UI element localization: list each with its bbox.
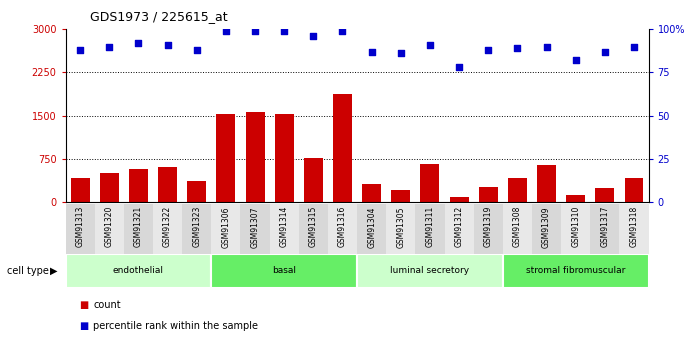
Point	[366, 49, 377, 55]
Text: GSM91318: GSM91318	[629, 206, 638, 247]
Bar	[299, 204, 328, 254]
Text: GSM91312: GSM91312	[455, 206, 464, 247]
Bar	[473, 204, 503, 254]
Bar	[333, 94, 352, 202]
Text: GSM91321: GSM91321	[134, 206, 143, 247]
Text: GSM91306: GSM91306	[221, 206, 230, 248]
Text: GSM91304: GSM91304	[367, 206, 376, 248]
Bar	[158, 167, 177, 202]
Bar	[217, 114, 235, 202]
Bar	[620, 204, 649, 254]
Point	[250, 28, 261, 34]
Bar	[386, 204, 415, 254]
Bar	[450, 197, 469, 202]
Point	[308, 33, 319, 39]
Bar	[246, 111, 264, 202]
Point	[75, 47, 86, 53]
Bar	[566, 195, 585, 202]
Bar	[391, 190, 411, 202]
Text: GSM91313: GSM91313	[76, 206, 85, 247]
Bar	[241, 204, 270, 254]
Bar	[129, 169, 148, 202]
Text: GSM91314: GSM91314	[279, 206, 288, 247]
Bar	[503, 254, 649, 288]
Text: GSM91315: GSM91315	[309, 206, 318, 247]
Bar	[624, 178, 644, 202]
Bar	[95, 204, 124, 254]
Point	[570, 58, 581, 63]
Point	[337, 28, 348, 34]
Point	[220, 28, 231, 34]
Text: luminal secretory: luminal secretory	[391, 266, 469, 275]
Bar	[537, 165, 556, 202]
Point	[279, 28, 290, 34]
Point	[104, 44, 115, 49]
Text: GSM91317: GSM91317	[600, 206, 609, 247]
Bar	[595, 188, 614, 202]
Bar	[124, 204, 153, 254]
Bar	[187, 180, 206, 202]
Point	[512, 46, 523, 51]
Text: GSM91308: GSM91308	[513, 206, 522, 247]
Bar	[357, 204, 386, 254]
Bar	[532, 204, 561, 254]
Text: GSM91305: GSM91305	[396, 206, 405, 248]
Point	[162, 42, 173, 48]
Bar	[66, 254, 211, 288]
Text: GSM91316: GSM91316	[338, 206, 347, 247]
Bar	[362, 184, 381, 202]
Bar	[100, 172, 119, 202]
Bar	[304, 158, 323, 202]
Bar	[420, 164, 440, 202]
Point	[453, 65, 464, 70]
Text: endothelial: endothelial	[113, 266, 164, 275]
Point	[133, 40, 144, 46]
Text: ■: ■	[79, 300, 88, 310]
Bar	[415, 204, 444, 254]
Bar	[275, 114, 294, 202]
Text: cell type: cell type	[7, 266, 49, 276]
Bar	[479, 187, 497, 202]
Point	[483, 47, 494, 53]
Text: ■: ■	[79, 321, 88, 331]
Point	[541, 44, 552, 49]
Bar	[328, 204, 357, 254]
Point	[191, 47, 202, 53]
Text: stromal fibromuscular: stromal fibromuscular	[526, 266, 625, 275]
Text: GSM91319: GSM91319	[484, 206, 493, 247]
Text: ▶: ▶	[50, 266, 57, 276]
Bar	[357, 254, 503, 288]
Bar	[270, 204, 299, 254]
Text: count: count	[93, 300, 121, 310]
Text: GSM91310: GSM91310	[571, 206, 580, 247]
Bar	[182, 204, 211, 254]
Text: GSM91322: GSM91322	[163, 206, 172, 247]
Text: GSM91309: GSM91309	[542, 206, 551, 248]
Point	[424, 42, 435, 48]
Point	[600, 49, 611, 55]
Bar	[70, 178, 90, 202]
Bar	[503, 204, 532, 254]
Bar	[508, 178, 527, 202]
Bar	[211, 254, 357, 288]
Bar	[590, 204, 620, 254]
Bar	[211, 204, 241, 254]
Bar	[153, 204, 182, 254]
Point	[395, 51, 406, 56]
Text: basal: basal	[272, 266, 296, 275]
Bar	[561, 204, 591, 254]
Text: percentile rank within the sample: percentile rank within the sample	[93, 321, 258, 331]
Point	[629, 44, 640, 49]
Text: GSM91323: GSM91323	[193, 206, 201, 247]
Bar	[444, 204, 473, 254]
Text: GSM91320: GSM91320	[105, 206, 114, 247]
Text: GDS1973 / 225615_at: GDS1973 / 225615_at	[90, 10, 227, 23]
Bar	[66, 204, 95, 254]
Text: GSM91307: GSM91307	[250, 206, 259, 248]
Text: GSM91311: GSM91311	[426, 206, 435, 247]
